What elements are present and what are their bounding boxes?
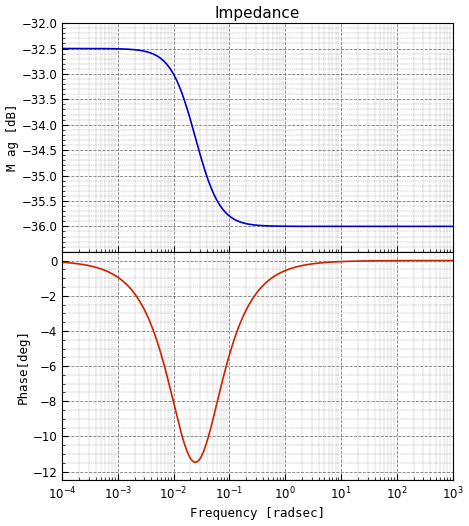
Y-axis label: M ag [dB]: M ag [dB] — [6, 104, 19, 171]
Title: Impedance: Impedance — [215, 6, 300, 21]
X-axis label: Frequency [radsec]: Frequency [radsec] — [190, 508, 325, 520]
Y-axis label: Phase[deg]: Phase[deg] — [16, 329, 30, 403]
